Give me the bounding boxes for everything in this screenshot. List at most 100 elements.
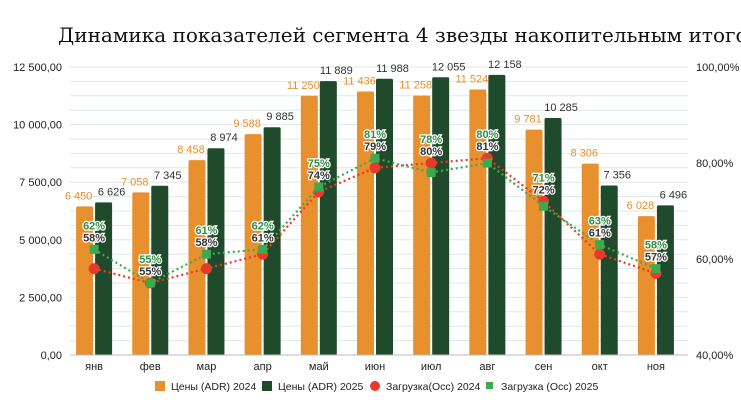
bar-value-label: 9 885 [266, 111, 294, 123]
point-value-label: 62% [83, 220, 105, 232]
point-occ-2024 [369, 162, 381, 174]
y-left-tick-label: 0,00 [41, 350, 62, 362]
bar-adr-2024 [132, 192, 150, 355]
bar-value-label: 9 588 [233, 118, 261, 130]
bar-adr-2025 [376, 78, 393, 355]
point-occ-2024 [425, 157, 437, 169]
point-value-label: 57% [645, 252, 667, 264]
chart-title: Динамика показателей сегмента 4 звезды н… [58, 23, 741, 47]
point-occ-2025 [651, 264, 661, 274]
point-value-label: 81% [364, 129, 386, 141]
bar-value-label: 8 974 [210, 132, 238, 144]
x-tick-label: окт [592, 361, 608, 373]
point-occ-2024 [88, 263, 100, 275]
bar-adr-2024 [300, 95, 318, 356]
point-value-label: 63% [589, 216, 611, 228]
point-value-label: 55% [139, 266, 161, 278]
bar-value-label: 8 458 [177, 144, 205, 156]
point-value-label: 80% [476, 129, 498, 141]
point-occ-2024 [200, 263, 212, 275]
x-tick-label: авг [479, 361, 495, 373]
y-left-tick-label: 7 500,00 [19, 177, 62, 189]
bar-adr-2025 [207, 148, 225, 355]
bar-adr-2025 [600, 185, 618, 355]
lines [88, 152, 662, 289]
bar-adr-2025 [151, 185, 169, 355]
line-occ-2024 [93, 157, 657, 285]
y-right-tick-label: 60,00% [696, 254, 734, 266]
y-right-tick-label: 40,00% [696, 350, 734, 362]
x-tick-label: фев [140, 361, 161, 373]
point-value-label: 58% [83, 232, 105, 244]
bar-value-label: 12 158 [488, 59, 522, 71]
bar-value-label: 7 058 [121, 176, 149, 188]
bar-value-label: 6 496 [660, 189, 688, 201]
axes: 0,00 2 500,00 5 000,00 7 500,00 10 000,00 12 … [13, 62, 740, 373]
legend-label: Загрузка (Occ) 2025 [501, 381, 598, 393]
legend-label: Загрузка(Occ) 2024 [386, 381, 481, 393]
bar-adr-2025 [263, 127, 281, 355]
x-tick-label: май [309, 361, 329, 373]
y-right-tick-label: 100,00% [696, 62, 740, 74]
point-occ-2025 [426, 168, 436, 178]
bar-adr-2025 [544, 118, 562, 355]
x-tick-label: июн [365, 361, 385, 373]
point-value-label: 62% [252, 220, 274, 232]
legend-marker-square [155, 381, 165, 391]
bar-adr-2025 [319, 81, 337, 355]
bar-value-label: 7 345 [154, 170, 182, 182]
point-occ-2025 [145, 278, 155, 288]
bar-value-label: 6 450 [65, 190, 93, 202]
point-occ-2025 [482, 158, 492, 168]
point-value-label: 78% [420, 134, 442, 146]
point-value-label: 55% [139, 254, 161, 266]
bar-adr-2024 [637, 216, 655, 355]
y-left-tick-label: 5 000,00 [19, 235, 62, 247]
bar-adr-2024 [188, 160, 206, 355]
x-tick-label: апр [254, 361, 272, 373]
y-left-tick-label: 2 500,00 [19, 292, 62, 304]
legend-marker-square [486, 382, 493, 389]
bar-adr-2025 [432, 77, 450, 355]
data-labels: 6 450 7 058 8 458 9 588 11 250 11 436 11 258 11… [65, 59, 688, 279]
legend-label: Цены (ADR) 2025 [278, 381, 363, 393]
x-tick-label: ноя [647, 361, 665, 373]
point-occ-2025 [201, 249, 211, 259]
point-occ-2025 [539, 201, 549, 211]
point-occ-2025 [595, 240, 605, 250]
bar-value-label: 6 028 [627, 200, 655, 212]
point-occ-2025 [370, 153, 380, 163]
point-occ-2025 [314, 182, 324, 192]
bar-value-label: 11 524 [455, 73, 488, 85]
bar-adr-2024 [244, 134, 262, 355]
bar-value-label: 6 626 [98, 186, 126, 198]
point-value-label: 80% [420, 146, 442, 158]
bar-adr-2024 [469, 89, 487, 356]
point-occ-2025 [258, 244, 268, 254]
point-value-label: 61% [589, 228, 611, 240]
point-value-label: 72% [533, 184, 555, 196]
bar-value-label: 10 285 [544, 102, 578, 114]
bar-adr-2025 [488, 74, 506, 356]
bar-adr-2024 [357, 91, 374, 355]
y-right-tick-label: 80,00% [696, 158, 734, 170]
bar-value-label: 12 055 [432, 61, 466, 73]
y-left-tick-label: 10 000,00 [13, 120, 62, 132]
legend-marker-circle [370, 381, 380, 391]
bar-adr-2024 [581, 163, 599, 355]
point-value-label: 61% [252, 232, 274, 244]
x-tick-label: янв [85, 361, 103, 373]
line-occ-2025 [93, 157, 657, 285]
x-tick-label: мар [197, 361, 217, 373]
point-value-label: 58% [645, 240, 667, 252]
bar-value-label: 11 889 [320, 65, 353, 77]
bar-value-label: 11 988 [376, 63, 409, 75]
legend-label: Цены (ADR) 2024 [171, 381, 256, 393]
point-value-label: 74% [308, 170, 330, 182]
legend-marker-square [262, 381, 272, 391]
point-occ-2024 [594, 248, 606, 260]
bar-value-label: 8 306 [570, 148, 598, 160]
bar-adr-2024 [76, 206, 94, 355]
bar-adr-2024 [413, 95, 431, 356]
